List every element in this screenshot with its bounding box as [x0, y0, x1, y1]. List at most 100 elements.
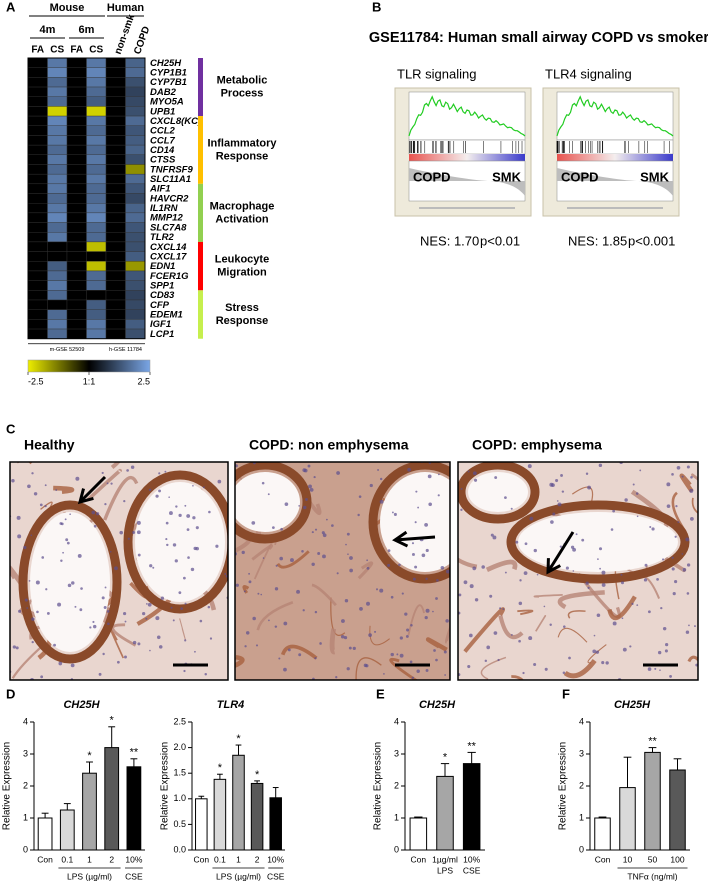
gene-label: CYP7B1	[150, 77, 187, 88]
nucleus	[593, 634, 596, 637]
x-tick-label: 10%	[267, 854, 284, 864]
nucleus	[104, 586, 107, 589]
bar	[644, 751, 661, 851]
bar	[126, 766, 142, 851]
nucleus	[344, 599, 349, 603]
y-tick-label: 1	[394, 812, 399, 822]
nucleus	[67, 583, 72, 588]
nucleus	[136, 530, 141, 535]
nucleus	[243, 590, 246, 593]
nucleus	[296, 589, 300, 594]
significance: *	[443, 752, 448, 764]
tissue-strand	[485, 559, 518, 573]
heatmap-cell	[47, 96, 68, 107]
nucleus	[60, 559, 63, 563]
nucleus	[674, 580, 678, 584]
x-group-label: CSE	[125, 871, 143, 881]
nucleus	[486, 645, 491, 650]
chart-title: CH25H	[419, 699, 456, 711]
gene-label: CD83	[150, 290, 175, 301]
nucleus	[45, 588, 48, 591]
heatmap-cell	[125, 309, 146, 320]
tissue-strand	[103, 476, 139, 521]
nucleus	[16, 515, 21, 520]
nucleus	[656, 577, 659, 581]
nucleus	[622, 647, 627, 652]
nucleus	[376, 588, 379, 591]
nucleus	[425, 608, 430, 613]
gene-label: TNFRSF9	[150, 164, 193, 175]
heatmap-cell	[47, 154, 68, 165]
nucleus	[102, 652, 105, 656]
nucleus	[366, 601, 370, 606]
nucleus	[180, 607, 183, 610]
error-bar	[623, 756, 632, 788]
heatmap-cell	[27, 261, 48, 272]
nucleus	[647, 667, 652, 671]
heatmap-cell	[47, 144, 68, 155]
nucleus	[44, 504, 47, 508]
nucleus	[155, 616, 160, 621]
nucleus	[124, 620, 127, 623]
nucleus	[555, 479, 559, 483]
gene-label: CXCL14	[150, 242, 187, 253]
heatmap-cell	[125, 164, 146, 175]
nucleus	[158, 489, 161, 493]
nucleus	[33, 492, 38, 496]
heatmap-cell	[86, 251, 107, 262]
heatmap-cell	[47, 232, 68, 243]
nucleus	[676, 465, 681, 470]
heatmap-cell	[66, 173, 87, 185]
nucleus	[57, 602, 62, 607]
heatmap-cell	[105, 232, 126, 243]
nucleus	[302, 609, 305, 612]
nucleus	[685, 630, 690, 634]
nucleus	[460, 487, 463, 490]
heatmap-cell	[66, 144, 87, 155]
nucleus	[572, 570, 575, 572]
error-bar	[235, 744, 242, 756]
significance: **	[467, 740, 476, 752]
bar	[250, 782, 264, 851]
nucleus	[245, 631, 250, 635]
nucleus	[23, 545, 27, 550]
heatmap-cell	[47, 299, 68, 310]
lumen	[380, 472, 450, 572]
heatmap-cell	[66, 135, 87, 146]
nucleus	[62, 551, 64, 554]
heatmap-cell	[125, 251, 146, 262]
nucleus	[689, 488, 694, 493]
nucleus	[26, 607, 29, 609]
nucleus	[274, 625, 278, 628]
nucleus	[666, 482, 671, 487]
image-frame	[234, 461, 451, 681]
heatmap-cell	[27, 222, 48, 233]
heatmap-cell	[86, 173, 107, 185]
nucleus	[366, 559, 369, 562]
nucleus	[504, 496, 507, 500]
nucleus	[651, 527, 655, 531]
nucleus	[405, 634, 409, 638]
nucleus	[644, 563, 648, 567]
heatmap-cell	[105, 270, 126, 281]
heatmap-cell	[86, 125, 107, 136]
nucleus	[317, 552, 321, 556]
nucleus	[336, 471, 340, 475]
tissue-strand	[563, 659, 597, 679]
nucleus	[53, 643, 56, 647]
tissue-strand	[607, 595, 637, 621]
nucleus	[472, 566, 477, 571]
nucleus	[620, 573, 623, 576]
nucleus	[543, 605, 546, 608]
nucleus	[565, 566, 569, 570]
heatmap-cell	[125, 125, 146, 136]
nucleus	[91, 510, 96, 515]
nucleus	[215, 544, 219, 548]
nucleus	[95, 512, 100, 516]
gsea-plot-top	[556, 91, 674, 141]
heatmap-cell	[66, 202, 87, 214]
heatmap-cell	[66, 86, 87, 97]
x-tick-label: 10%	[463, 854, 480, 864]
nucleus	[184, 639, 187, 642]
